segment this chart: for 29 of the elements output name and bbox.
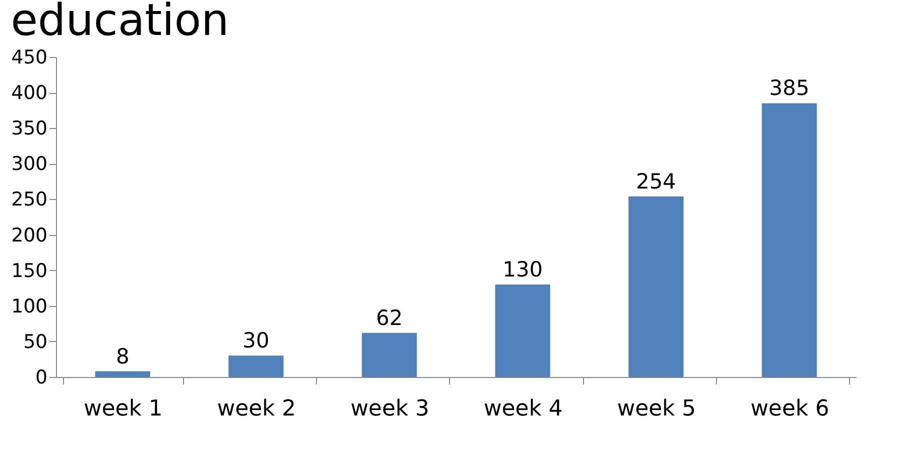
x-tick-label: week 4	[484, 396, 563, 422]
y-tick-label: 300	[11, 153, 48, 176]
chart-title: education	[10, 0, 230, 46]
bar	[628, 196, 684, 377]
bar	[495, 284, 550, 377]
y-tick-label: 450	[11, 46, 48, 68]
data-label: 30	[242, 328, 270, 353]
y-tick-label: 200	[11, 224, 48, 246]
data-label: 62	[376, 306, 403, 330]
bar	[762, 103, 817, 377]
y-tick-label: 250	[11, 188, 48, 211]
y-tick-label: 0	[35, 366, 48, 388]
bar	[362, 332, 417, 377]
data-label: 130	[502, 258, 543, 282]
data-label: 385	[769, 76, 810, 100]
data-label: 8	[116, 344, 130, 368]
data-label: 254	[636, 169, 676, 194]
bar	[95, 371, 150, 377]
y-tick-label: 150	[11, 260, 48, 282]
x-tick-label: week 6	[750, 396, 830, 422]
x-tick-label: week 2	[217, 396, 296, 422]
y-tick-label: 100	[11, 295, 48, 318]
y-tick-label: 350	[11, 118, 48, 140]
x-tick-label: week 5	[617, 396, 696, 422]
bar	[228, 356, 284, 377]
y-tick-label: 400	[11, 82, 48, 104]
x-tick-label: week 1	[84, 396, 163, 422]
y-tick-label: 50	[23, 330, 48, 353]
x-tick-label: week 3	[350, 396, 430, 422]
